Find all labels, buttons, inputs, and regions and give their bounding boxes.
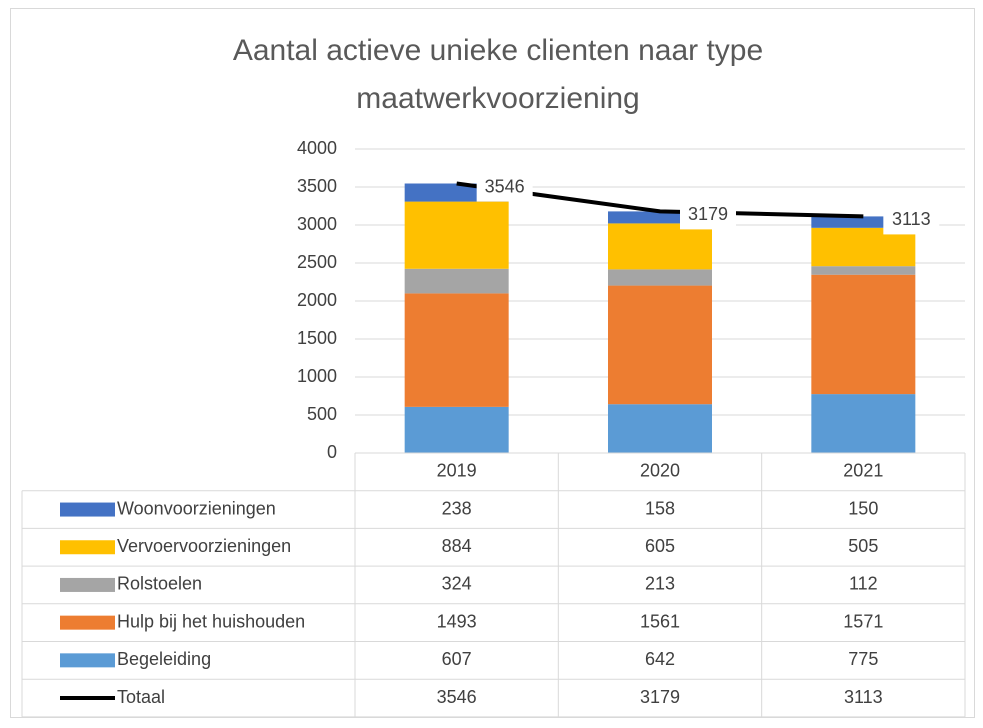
table-cell: 1561 (640, 611, 680, 631)
bar-segment (608, 404, 712, 453)
bar-segment (608, 269, 712, 286)
y-tick-label: 2500 (297, 252, 337, 272)
table-cell: 150 (848, 498, 878, 518)
table-cell: 238 (442, 498, 472, 518)
bar-segment (404, 201, 509, 269)
y-tick-label: 500 (307, 404, 337, 424)
y-tick-label: 3500 (297, 176, 337, 196)
legend-label: Rolstoelen (117, 574, 202, 594)
table-cell: 605 (645, 536, 675, 556)
y-tick-label: 0 (327, 442, 337, 462)
data-label: 3113 (892, 209, 931, 229)
data-label-box (476, 173, 533, 202)
legend-label: Hulp bij het huishouden (117, 611, 305, 631)
bar-segment (811, 274, 916, 395)
data-label-box (883, 206, 940, 235)
y-tick-label: 2000 (297, 290, 337, 310)
y-tick-label: 3000 (297, 214, 337, 234)
y-tick-label: 1500 (297, 328, 337, 348)
bar-segment (608, 285, 712, 405)
table-cell: 642 (645, 649, 675, 669)
x-tick-label: 2020 (640, 461, 680, 481)
legend-label: Woonvoorzieningen (117, 498, 276, 518)
legend-key (60, 502, 115, 517)
legend-key (60, 615, 115, 630)
data-label: 3546 (485, 176, 525, 196)
data-label: 3179 (688, 204, 728, 224)
legend-label: Vervoervoorzieningen (117, 536, 291, 556)
table-cell: 158 (645, 498, 675, 518)
table-cell: 3546 (437, 687, 477, 707)
y-tick-label: 4000 (297, 138, 337, 158)
bar-segment (404, 293, 509, 407)
bar-segment (811, 394, 916, 453)
legend-label: Begeleiding (117, 649, 211, 669)
y-tick-label: 1000 (297, 366, 337, 386)
bar-segment (811, 266, 916, 275)
table-cell: 324 (442, 574, 472, 594)
legend-key (60, 653, 115, 668)
bar-segment (404, 406, 509, 453)
bar-segment (811, 216, 916, 228)
legend-key (60, 577, 115, 592)
table-cell: 505 (848, 536, 878, 556)
legend-key (60, 540, 115, 555)
table-cell: 213 (645, 574, 675, 594)
table-cell: 884 (442, 536, 472, 556)
bar-segment (404, 268, 509, 294)
table-cell: 1571 (843, 611, 883, 631)
legend-label: Totaal (117, 687, 165, 707)
chart-title: Aantal actieve unieke clienten naar type (233, 34, 763, 67)
x-tick-label: 2019 (437, 461, 477, 481)
x-tick-label: 2021 (843, 461, 883, 481)
table-cell: 1493 (437, 611, 477, 631)
data-label-box (680, 201, 736, 230)
table-cell: 775 (848, 649, 878, 669)
bar-segment (608, 223, 712, 270)
chart-title: maatwerkvoorziening (356, 82, 639, 115)
table-cell: 3179 (640, 687, 680, 707)
table-cell: 3113 (844, 687, 883, 707)
table-cell: 607 (442, 649, 472, 669)
table-cell: 112 (849, 574, 878, 594)
